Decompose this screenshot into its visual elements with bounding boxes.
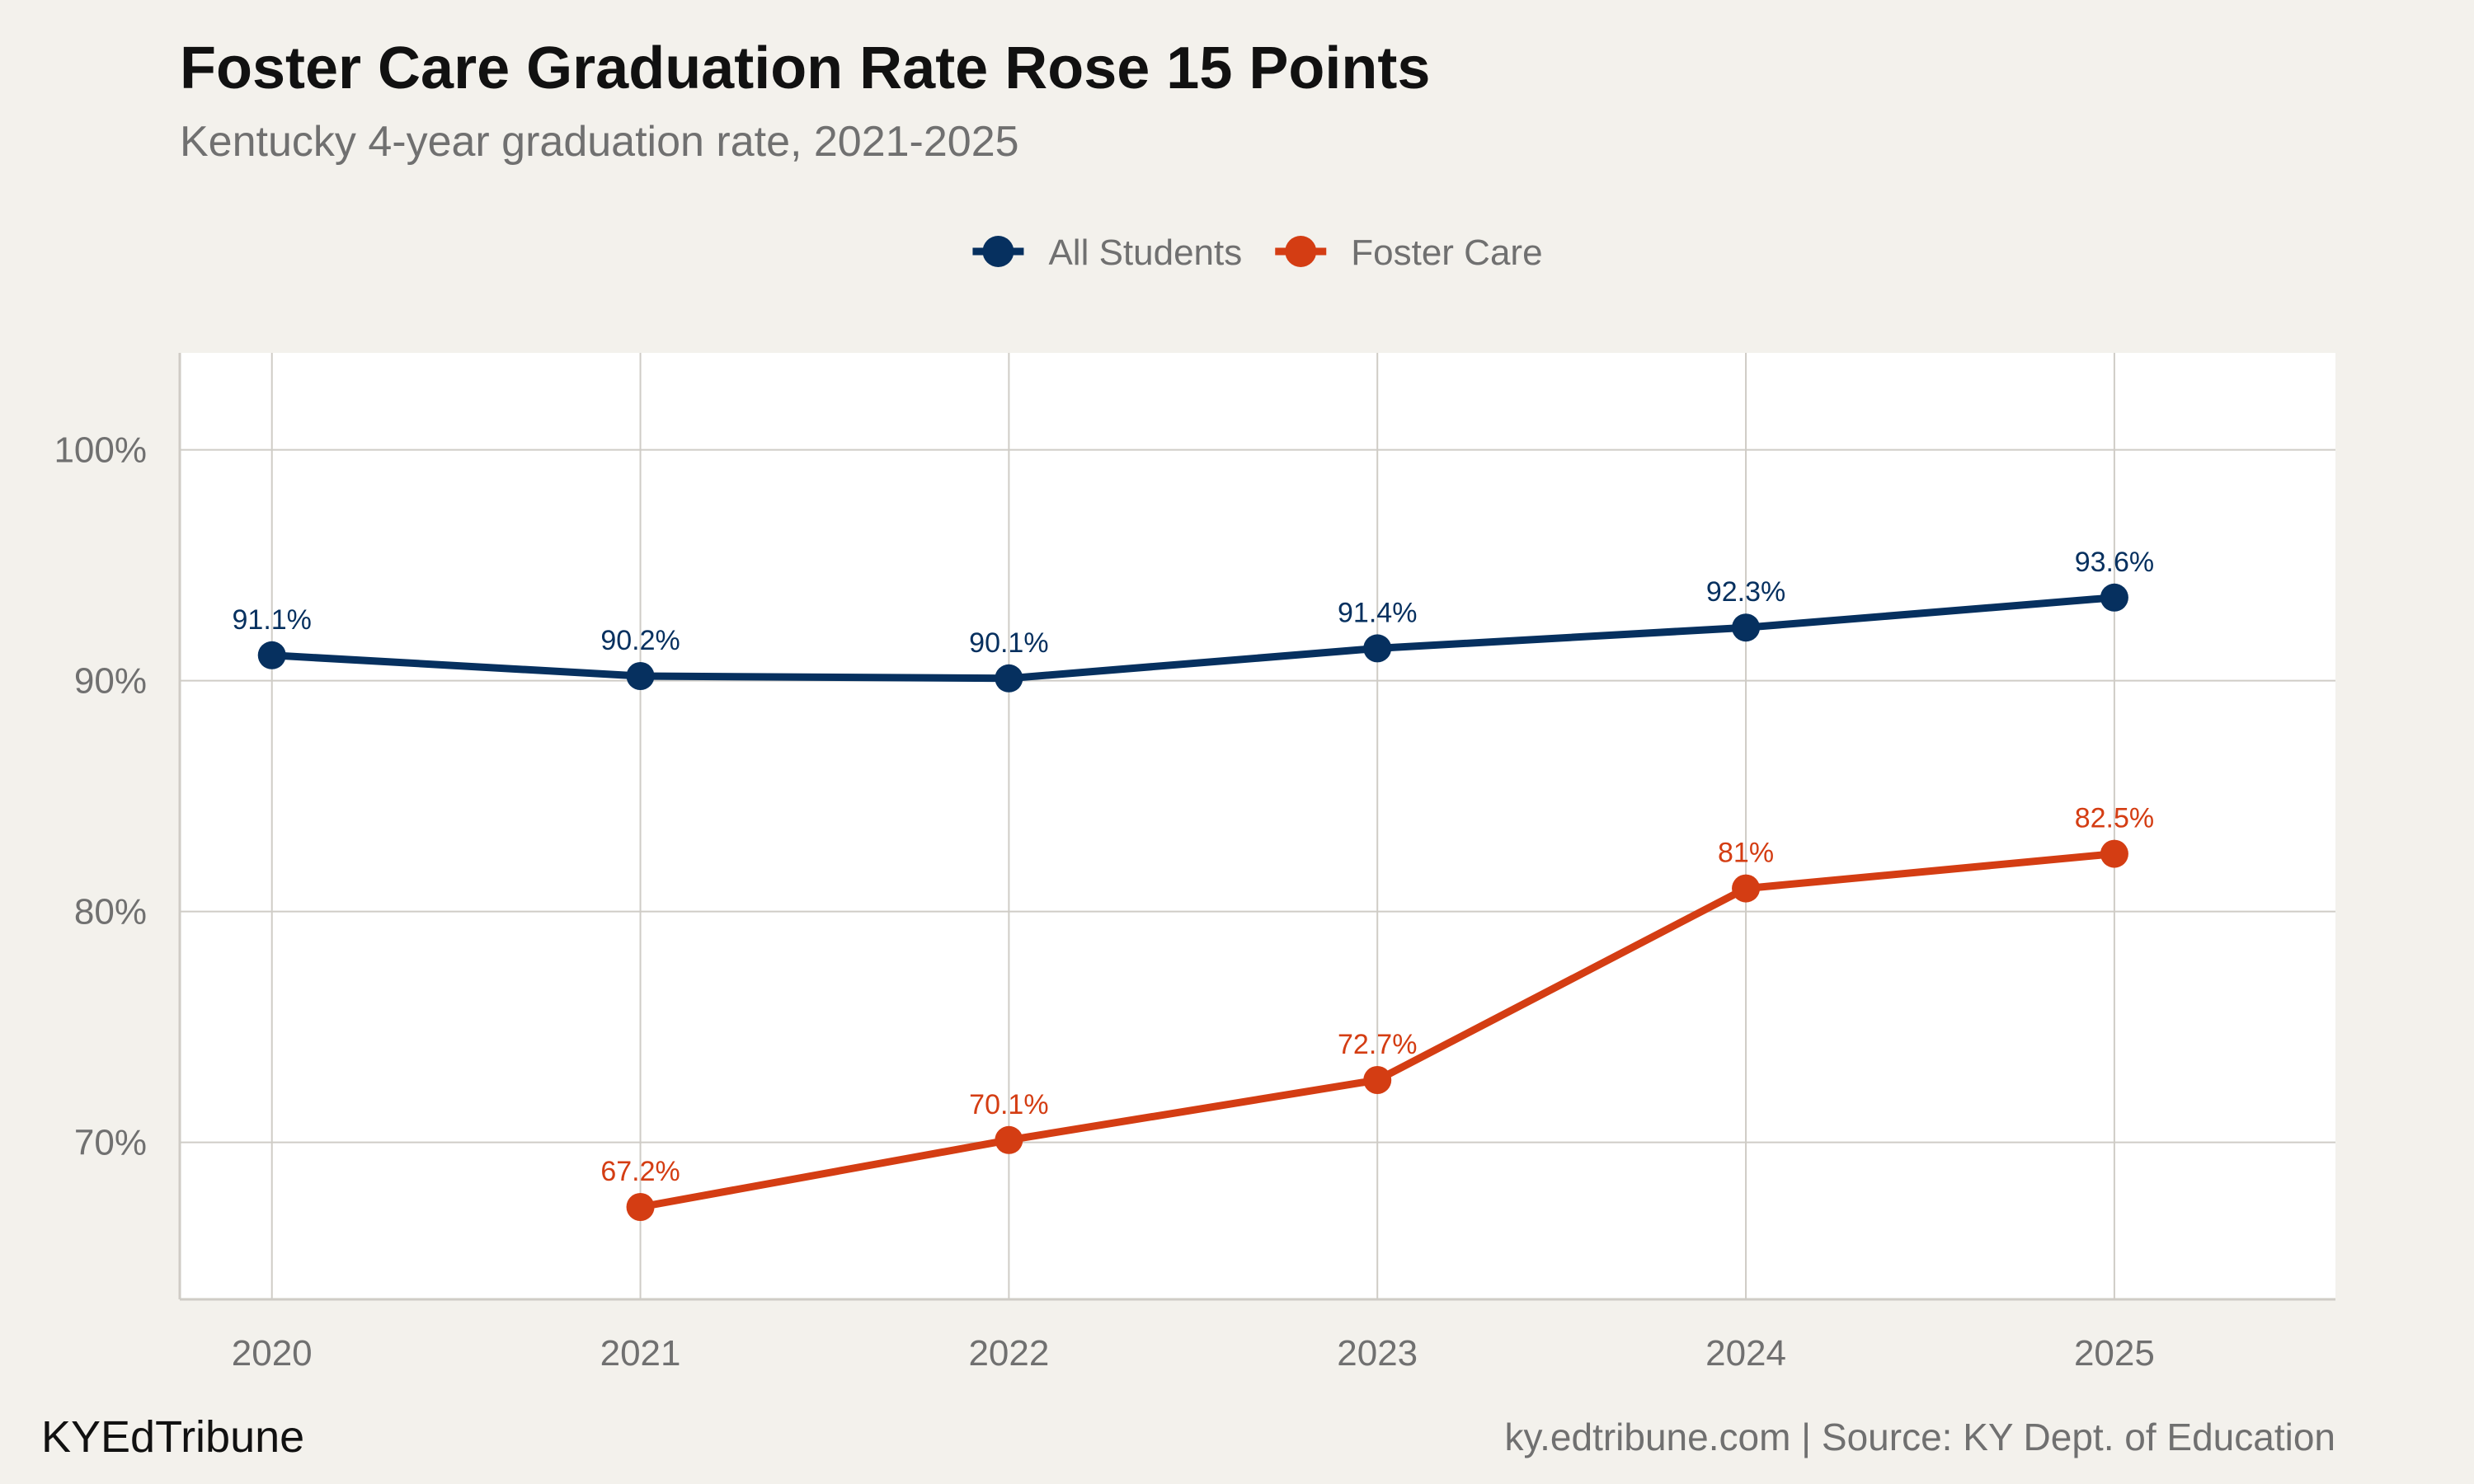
data-label: 92.3% (1706, 576, 1785, 608)
y-tick-label: 100% (54, 430, 147, 471)
legend-marker (1285, 236, 1317, 267)
data-label: 90.2% (600, 625, 680, 656)
data-point (1732, 874, 1761, 903)
y-tick-label: 80% (74, 892, 147, 932)
data-point (626, 662, 655, 690)
data-point (2100, 583, 2128, 612)
chart-title: Foster Care Graduation Rate Rose 15 Poin… (180, 35, 1431, 101)
brand-name: KYEdTribune (41, 1412, 305, 1462)
data-point (995, 1125, 1023, 1154)
data-point (1363, 1066, 1392, 1094)
x-tick-label: 2021 (600, 1333, 681, 1374)
legend-item: Foster Care (1275, 232, 1543, 273)
series-1: 91.1% 90.2% 90.1% 91.4% 92.3% 93.6% (233, 547, 2154, 693)
plot-panel (180, 353, 2335, 1299)
x-tick-label: 2022 (968, 1333, 1049, 1374)
legend: All Students Foster Care (972, 232, 1543, 273)
data-label: 82.5% (2075, 803, 2154, 834)
legend-label: All Students (1048, 232, 1242, 273)
legend-item: All Students (972, 232, 1242, 273)
data-point (995, 664, 1023, 693)
data-label: 81% (1718, 838, 1774, 869)
x-tick-label: 2025 (2074, 1333, 2155, 1374)
data-label: 67.2% (600, 1156, 680, 1187)
series-layer: 91.1% 90.2% 90.1% 91.4% 92.3% 93.6% 67.2% 70.1%… (233, 547, 2154, 1221)
y-tick-label: 90% (74, 661, 147, 702)
series-line (268, 594, 2119, 683)
chart-subtitle: Kentucky 4-year graduation rate, 2021-20… (180, 118, 1019, 166)
data-label: 70.1% (969, 1089, 1048, 1120)
data-point (257, 641, 286, 669)
data-label: 90.1% (969, 627, 1048, 659)
data-point (626, 1193, 655, 1221)
data-point (1732, 613, 1761, 642)
x-tick-label: 2023 (1337, 1333, 1418, 1374)
source-caption: ky.edtribune.com | Source: KY Dept. of E… (1504, 1416, 2335, 1458)
series-2: 67.2% 70.1% 72.7% 81% 82.5% (600, 803, 2154, 1221)
data-label: 91.1% (233, 604, 312, 636)
axes: 2020 2021 2022 2023 2024 2025 70% 80% 90% 100% (54, 353, 2335, 1374)
data-point (1363, 634, 1392, 663)
gridlines (180, 353, 2335, 1299)
legend-marker (982, 236, 1014, 267)
x-tick-label: 2020 (232, 1333, 313, 1374)
data-label: 93.6% (2075, 547, 2154, 578)
legend-label: Foster Care (1351, 232, 1542, 273)
data-label: 72.7% (1338, 1029, 1417, 1060)
data-point (2100, 839, 2128, 868)
x-tick-label: 2024 (1705, 1333, 1786, 1374)
data-label: 91.4% (1338, 597, 1417, 628)
y-tick-label: 70% (74, 1123, 147, 1163)
